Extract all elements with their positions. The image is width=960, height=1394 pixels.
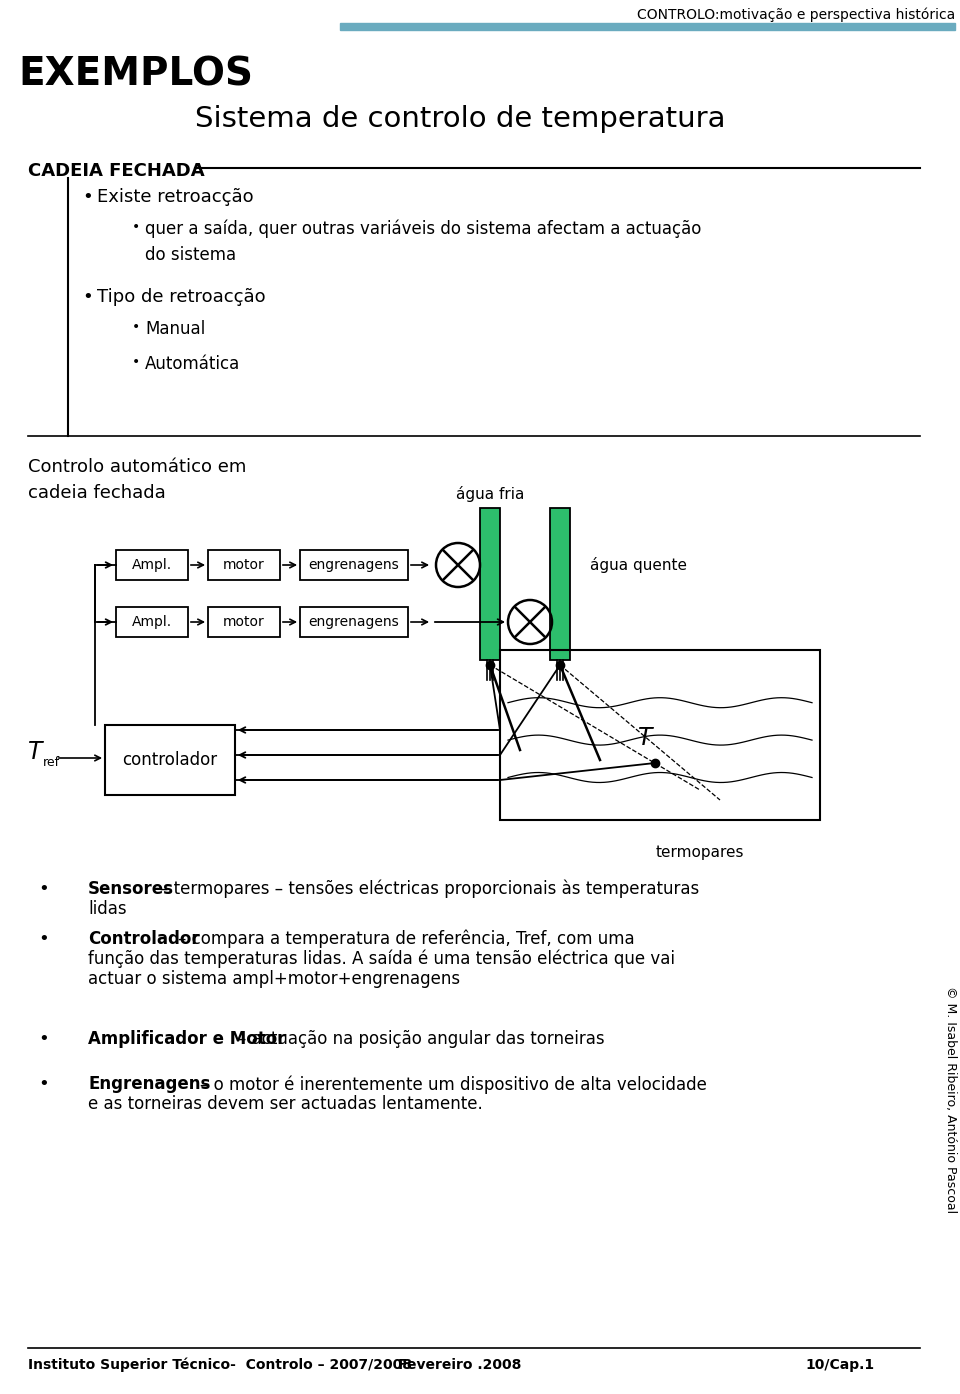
Text: T: T: [28, 740, 42, 764]
Text: CONTROLO:motivação e perspectiva histórica: CONTROLO:motivação e perspectiva históri…: [636, 8, 955, 22]
Text: 10/Cap.1: 10/Cap.1: [805, 1358, 875, 1372]
Text: lidas: lidas: [88, 901, 127, 919]
Text: •: •: [38, 1075, 49, 1093]
Text: •: •: [82, 289, 93, 307]
Bar: [116, 551, 188, 580]
Bar: [105, 725, 235, 795]
Text: •: •: [38, 930, 49, 948]
Text: ref: ref: [43, 757, 60, 769]
Text: •: •: [38, 880, 49, 898]
Bar: [116, 606, 188, 637]
Text: T: T: [638, 726, 653, 750]
Text: Existe retroacção: Existe retroacção: [97, 188, 253, 206]
Text: Tipo de retroacção: Tipo de retroacção: [97, 289, 266, 307]
Bar: [300, 551, 408, 580]
Bar: [480, 507, 500, 659]
Text: – termopares – tensões eléctricas proporcionais às temperaturas: – termopares – tensões eléctricas propor…: [160, 880, 699, 899]
Text: Automática: Automática: [145, 355, 240, 374]
Text: quer a saída, quer outras variáveis do sistema afectam a actuação
do sistema: quer a saída, quer outras variáveis do s…: [145, 220, 702, 263]
Text: motor: motor: [223, 615, 265, 629]
Text: Controlador: Controlador: [88, 930, 200, 948]
Text: •: •: [82, 188, 93, 206]
Text: água quente: água quente: [590, 558, 687, 573]
Text: © M. Isabel Ribeiro, António Pascoal: © M. Isabel Ribeiro, António Pascoal: [944, 987, 956, 1214]
Text: •: •: [132, 321, 140, 335]
Text: e as torneiras devem ser actuadas lentamente.: e as torneiras devem ser actuadas lentam…: [88, 1096, 483, 1112]
Text: função das temperaturas lidas. A saída é uma tensão eléctrica que vai: função das temperaturas lidas. A saída é…: [88, 949, 675, 969]
Text: – actuação na posição angular das torneiras: – actuação na posição angular das tornei…: [238, 1030, 605, 1048]
Text: Sensores: Sensores: [88, 880, 174, 898]
Text: •: •: [132, 355, 140, 369]
Text: Amplificador e Motor: Amplificador e Motor: [88, 1030, 285, 1048]
Text: controlador: controlador: [123, 751, 218, 769]
Text: – o motor é inerentemente um dispositivo de alta velocidade: – o motor é inerentemente um dispositivo…: [200, 1075, 707, 1093]
Text: Ampl.: Ampl.: [132, 615, 172, 629]
Text: água fria: água fria: [456, 487, 524, 502]
Bar: [340, 22, 955, 31]
Text: Instituto Superior Técnico-  Controlo – 2007/2008: Instituto Superior Técnico- Controlo – 2…: [28, 1358, 412, 1373]
Text: Fevereiro .2008: Fevereiro .2008: [398, 1358, 521, 1372]
Text: – compara a temperatura de referência, Tref, com uma: – compara a temperatura de referência, T…: [178, 930, 635, 948]
Bar: [300, 606, 408, 637]
Text: Controlo automático em
cadeia fechada: Controlo automático em cadeia fechada: [28, 459, 247, 502]
Text: CADEIA FECHADA: CADEIA FECHADA: [28, 162, 204, 180]
Text: Ampl.: Ampl.: [132, 558, 172, 572]
Text: Engrenagens: Engrenagens: [88, 1075, 210, 1093]
Text: EXEMPLOS: EXEMPLOS: [18, 54, 253, 93]
Text: •: •: [132, 220, 140, 234]
Text: engrenagens: engrenagens: [308, 558, 399, 572]
Text: actuar o sistema ampl+motor+engrenagens: actuar o sistema ampl+motor+engrenagens: [88, 970, 460, 988]
Text: engrenagens: engrenagens: [308, 615, 399, 629]
Text: termopares: termopares: [656, 845, 744, 860]
Bar: [208, 606, 280, 637]
Bar: [208, 551, 280, 580]
Text: •: •: [38, 1030, 49, 1048]
Bar: [550, 507, 570, 659]
Text: Manual: Manual: [145, 321, 205, 337]
Text: motor: motor: [223, 558, 265, 572]
Text: Sistema de controlo de temperatura: Sistema de controlo de temperatura: [195, 105, 725, 132]
Bar: [500, 650, 820, 820]
